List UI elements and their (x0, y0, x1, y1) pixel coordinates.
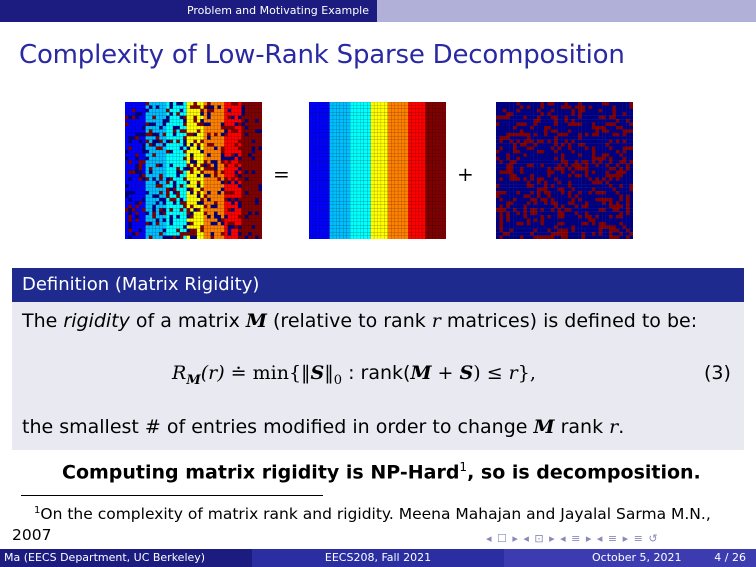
footer-date: October 5, 2021 (592, 551, 682, 564)
matrix-low-rank-image (309, 102, 446, 239)
definition-explanation: the smallest # of entries modified in or… (22, 416, 625, 438)
beamer-navigation-icons[interactable]: ◂ ☐ ▸ ◂ ⊡ ▸ ◂ ≡ ▸ ◂ ≡ ▸ ≡ ↺ (486, 532, 659, 545)
rigidity-equation: RM(r) ≐ min{‖S‖0 : rank(M + S) ≤ r}, (172, 362, 536, 388)
definition-body: The rigidity of a matrix M (relative to … (12, 302, 744, 450)
footnote: 1On the complexity of matrix rank and ri… (12, 505, 711, 545)
footnote-rule (21, 495, 323, 496)
header-bar: Problem and Motivating Example (0, 0, 756, 22)
footer-course: EECS208, Fall 2021 (252, 549, 504, 567)
footnote-ref[interactable]: 1 (459, 460, 468, 474)
page-number: 4 / 26 (714, 551, 746, 564)
equals-sign: = (273, 162, 290, 186)
np-hard-claim: Computing matrix rigidity is NP-Hard1, s… (62, 460, 701, 484)
definition-text: The rigidity of a matrix M (relative to … (22, 310, 698, 332)
footer-author: Ma (EECS Department, UC Berkeley) (0, 549, 252, 567)
section-title[interactable]: Problem and Motivating Example (0, 0, 377, 22)
page-title: Complexity of Low-Rank Sparse Decomposit… (19, 40, 625, 70)
matrix-m-image (125, 102, 262, 239)
matrix-sparse-image (496, 102, 633, 239)
definition-block: Definition (Matrix Rigidity) The rigidit… (12, 268, 744, 450)
plus-sign: + (457, 162, 474, 186)
definition-header: Definition (Matrix Rigidity) (12, 268, 744, 302)
footer-date-page: October 5, 2021 4 / 26 (504, 549, 756, 567)
header-bar-rest (377, 0, 756, 22)
equation-number: (3) (704, 362, 731, 384)
footer-bar: Ma (EECS Department, UC Berkeley) EECS20… (0, 549, 756, 567)
